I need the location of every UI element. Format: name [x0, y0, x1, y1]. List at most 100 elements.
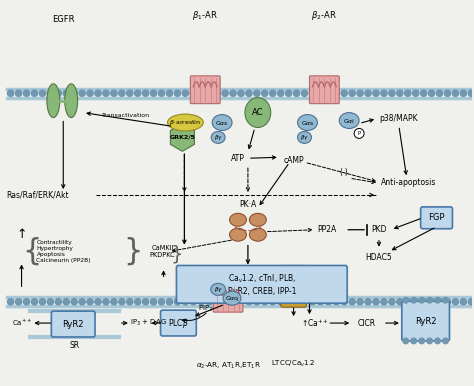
Circle shape — [47, 298, 54, 305]
Ellipse shape — [229, 228, 246, 241]
Circle shape — [238, 90, 244, 96]
Ellipse shape — [298, 132, 311, 143]
Circle shape — [325, 298, 331, 305]
Circle shape — [198, 298, 204, 305]
Circle shape — [182, 298, 189, 305]
Ellipse shape — [210, 283, 226, 295]
Circle shape — [143, 90, 149, 96]
Circle shape — [349, 90, 356, 96]
Text: }: } — [171, 244, 183, 263]
Circle shape — [349, 298, 356, 305]
Text: GRK2/5: GRK2/5 — [170, 135, 195, 140]
Circle shape — [71, 298, 77, 305]
Circle shape — [341, 298, 347, 305]
Ellipse shape — [249, 228, 266, 241]
Ellipse shape — [212, 115, 232, 130]
Circle shape — [403, 298, 409, 303]
Circle shape — [373, 298, 379, 305]
Text: PK·A: PK·A — [239, 200, 256, 210]
Text: Ras/Raf/ERK/Akt: Ras/Raf/ERK/Akt — [7, 190, 69, 200]
Text: EGFR: EGFR — [52, 15, 74, 24]
Circle shape — [174, 298, 181, 305]
Circle shape — [55, 90, 62, 96]
Text: {: { — [22, 237, 41, 266]
Text: AC: AC — [252, 108, 264, 117]
Text: $\beta\gamma$: $\beta\gamma$ — [300, 133, 309, 142]
Circle shape — [135, 298, 141, 305]
Circle shape — [87, 90, 93, 96]
Circle shape — [381, 298, 387, 305]
Circle shape — [437, 90, 443, 96]
Circle shape — [389, 298, 395, 305]
Circle shape — [254, 298, 260, 305]
Circle shape — [118, 298, 125, 305]
Circle shape — [95, 298, 101, 305]
Circle shape — [468, 298, 474, 305]
Circle shape — [135, 90, 141, 96]
Circle shape — [238, 298, 244, 305]
Text: SR: SR — [69, 341, 79, 350]
Circle shape — [373, 90, 379, 96]
Text: G$\alpha$i: G$\alpha$i — [343, 117, 356, 125]
Text: HDAC5: HDAC5 — [365, 253, 392, 262]
Text: G$\alpha$s: G$\alpha$s — [301, 119, 314, 127]
Circle shape — [443, 338, 448, 344]
Circle shape — [411, 298, 417, 303]
Text: IP$_3$ + DAG: IP$_3$ + DAG — [130, 318, 167, 328]
Circle shape — [405, 90, 411, 96]
Circle shape — [39, 90, 46, 96]
Ellipse shape — [223, 291, 241, 305]
Circle shape — [190, 90, 197, 96]
Text: FGP: FGP — [428, 213, 445, 222]
Circle shape — [127, 90, 133, 96]
Circle shape — [246, 298, 252, 305]
Circle shape — [31, 298, 37, 305]
Circle shape — [309, 298, 316, 305]
Text: $\beta_2$-AR: $\beta_2$-AR — [311, 9, 337, 22]
Circle shape — [420, 90, 427, 96]
Circle shape — [381, 90, 387, 96]
Text: $\beta$-arrestin: $\beta$-arrestin — [169, 118, 201, 127]
Circle shape — [444, 298, 451, 305]
Circle shape — [357, 298, 363, 305]
Circle shape — [143, 298, 149, 305]
Circle shape — [246, 90, 252, 96]
Circle shape — [405, 298, 411, 305]
Ellipse shape — [249, 213, 266, 226]
Circle shape — [206, 298, 212, 305]
Circle shape — [16, 90, 22, 96]
Text: RyR2: RyR2 — [63, 320, 84, 328]
Text: $\beta_1$-AR: $\beta_1$-AR — [192, 9, 218, 22]
Circle shape — [71, 90, 77, 96]
Circle shape — [230, 298, 236, 305]
Circle shape — [333, 90, 339, 96]
Circle shape — [285, 90, 292, 96]
Circle shape — [158, 90, 165, 96]
Circle shape — [23, 298, 30, 305]
Circle shape — [79, 90, 85, 96]
Circle shape — [365, 298, 371, 305]
Text: Contractility
Hypertrophy
Apoptosis
Calcineurin (PP2B): Contractility Hypertrophy Apoptosis Calc… — [36, 240, 91, 263]
Text: Anti-apoptosis: Anti-apoptosis — [381, 178, 437, 186]
Circle shape — [293, 90, 300, 96]
Circle shape — [87, 298, 93, 305]
Text: Ca$^{++}$: Ca$^{++}$ — [11, 318, 32, 328]
Circle shape — [254, 90, 260, 96]
Circle shape — [150, 90, 157, 96]
Circle shape — [277, 298, 284, 305]
Circle shape — [63, 298, 69, 305]
Circle shape — [270, 90, 276, 96]
Ellipse shape — [65, 84, 78, 118]
Text: PP2A: PP2A — [318, 225, 337, 234]
Text: $\beta\gamma$: $\beta\gamma$ — [214, 133, 223, 142]
Circle shape — [111, 298, 117, 305]
Circle shape — [341, 90, 347, 96]
Circle shape — [460, 298, 466, 305]
FancyBboxPatch shape — [420, 207, 453, 229]
Circle shape — [127, 298, 133, 305]
Ellipse shape — [229, 213, 246, 226]
Circle shape — [468, 90, 474, 96]
Circle shape — [309, 90, 316, 96]
Circle shape — [270, 298, 276, 305]
Circle shape — [118, 90, 125, 96]
